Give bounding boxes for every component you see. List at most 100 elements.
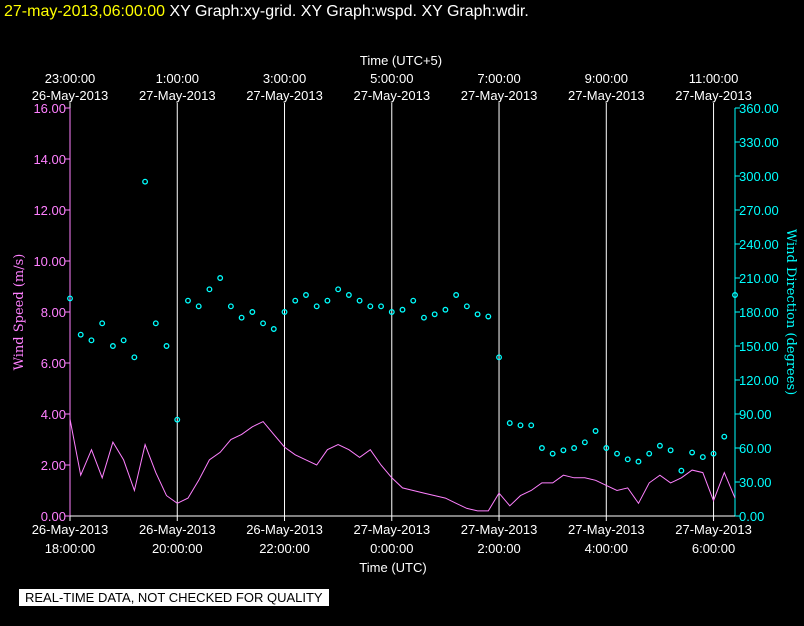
wind-direction-point bbox=[506, 420, 513, 427]
bottom-tick-time: 4:00:00 bbox=[585, 541, 628, 556]
top-tick-time: 5:00:00 bbox=[370, 71, 413, 86]
top-tick-time: 23:00:00 bbox=[45, 71, 96, 86]
top-tick-date: 27-May-2013 bbox=[246, 88, 323, 103]
bottom-tick-date: 26-May-2013 bbox=[139, 522, 216, 537]
wind-direction-point bbox=[732, 292, 738, 298]
wind-direction-point bbox=[163, 343, 170, 349]
right-tick-label: 180.00 bbox=[739, 305, 779, 320]
top-tick-date: 27-May-2013 bbox=[461, 88, 538, 103]
wind-direction-point bbox=[538, 445, 545, 451]
right-tick-label: 30.00 bbox=[739, 475, 772, 490]
wind-direction-point bbox=[485, 313, 492, 320]
wind-direction-point bbox=[474, 311, 481, 318]
wind-direction-point bbox=[646, 450, 653, 457]
left-tick-label: 2.00 bbox=[41, 458, 66, 473]
left-tick-label: 14.00 bbox=[33, 152, 66, 167]
top-tick-date: 27-May-2013 bbox=[139, 88, 216, 103]
bottom-tick-date: 26-May-2013 bbox=[246, 522, 323, 537]
wind-direction-point bbox=[356, 297, 363, 304]
wind-direction-point bbox=[421, 314, 427, 321]
bottom-tick-date: 27-May-2013 bbox=[675, 522, 752, 537]
wind-direction-point bbox=[227, 303, 234, 310]
bottom-tick-time: 6:00:00 bbox=[692, 541, 735, 556]
wind-direction-series bbox=[67, 178, 738, 474]
wind-direction-point bbox=[249, 309, 256, 315]
wind-direction-point bbox=[131, 354, 138, 361]
wind-direction-point bbox=[517, 422, 524, 429]
wind-direction-point bbox=[442, 306, 449, 313]
right-axis-label: Wind Direction (degrees) bbox=[783, 229, 798, 395]
top-tick-time: 7:00:00 bbox=[477, 71, 520, 86]
wind-direction-point bbox=[592, 428, 599, 434]
wind-direction-point bbox=[689, 449, 696, 456]
left-axis-label: Wind Speed (m/s) bbox=[12, 254, 27, 371]
right-tick-label: 90.00 bbox=[739, 407, 772, 422]
left-tick-label: 10.00 bbox=[33, 254, 66, 269]
top-tick-time: 11:00:00 bbox=[689, 71, 739, 86]
wind-direction-point bbox=[710, 450, 717, 457]
quality-notice: REAL-TIME DATA, NOT CHECKED FOR QUALITY bbox=[19, 589, 329, 606]
bottom-tick-time: 0:00:00 bbox=[370, 541, 413, 556]
wind-direction-point bbox=[185, 297, 191, 304]
wind-direction-point bbox=[313, 303, 320, 310]
top-x-axis: 23:00:00 26-May-2013 1:00:00 27-May-2013 3:0… bbox=[32, 71, 752, 108]
left-tick-label: 0.00 bbox=[41, 509, 66, 524]
bottom-tick-date: 27-May-2013 bbox=[568, 522, 645, 537]
top-tick-date: 26-May-2013 bbox=[32, 88, 109, 103]
right-tick-label: 300.00 bbox=[739, 169, 779, 184]
left-tick-label: 6.00 bbox=[41, 356, 66, 371]
right-tick-label: 210.00 bbox=[739, 271, 779, 286]
top-tick-time: 1:00:00 bbox=[156, 71, 199, 86]
top-axis-label: Time (UTC+5) bbox=[360, 53, 442, 68]
bottom-tick-date: 27-May-2013 bbox=[353, 522, 430, 537]
wind-direction-point bbox=[260, 320, 267, 327]
wind-direction-point bbox=[399, 306, 406, 313]
grid-layer bbox=[69, 108, 736, 517]
right-y-axis: 0.00 30.00 60.00 90.00 120.00 150.00 180.00 210… bbox=[735, 101, 779, 524]
left-y-axis: 0.00 2.00 4.00 6.00 8.00 10.00 12.00 14.00 16.00 bbox=[33, 101, 70, 524]
left-tick-label: 16.00 bbox=[33, 101, 66, 116]
wind-direction-point bbox=[388, 309, 395, 315]
wind-direction-point bbox=[603, 445, 610, 451]
wind-direction-point bbox=[99, 320, 106, 327]
right-tick-label: 0.00 bbox=[739, 509, 764, 524]
wind-direction-point bbox=[635, 458, 642, 465]
top-tick-time: 9:00:00 bbox=[585, 71, 628, 86]
wind-direction-point bbox=[324, 297, 331, 304]
graph-header: 27-may-2013,06:00:00 XY Graph:xy-grid. X… bbox=[4, 3, 529, 21]
wind-direction-point bbox=[67, 295, 73, 302]
right-tick-label: 240.00 bbox=[739, 237, 779, 252]
right-tick-label: 270.00 bbox=[739, 203, 779, 218]
wind-speed-series bbox=[69, 419, 736, 512]
wind-direction-point bbox=[142, 178, 149, 185]
wind-direction-point bbox=[571, 445, 578, 451]
wind-direction-point bbox=[345, 292, 352, 298]
bottom-axis-label: Time (UTC) bbox=[359, 560, 426, 575]
wind-direction-point bbox=[335, 286, 342, 293]
header-graph-wdir: XY Graph:wdir. bbox=[421, 3, 529, 20]
wind-speed-line bbox=[69, 419, 736, 512]
wind-direction-point bbox=[378, 303, 384, 310]
wind-direction-point bbox=[88, 337, 95, 344]
wind-direction-point bbox=[549, 450, 556, 457]
bottom-tick-time: 18:00:00 bbox=[45, 541, 96, 556]
wind-direction-point bbox=[431, 311, 438, 318]
right-tick-label: 360.00 bbox=[739, 101, 779, 116]
wind-direction-point bbox=[496, 354, 502, 361]
bottom-tick-time: 2:00:00 bbox=[477, 541, 520, 556]
wind-direction-point bbox=[463, 303, 470, 310]
wind-direction-point bbox=[453, 292, 460, 298]
header-timestamp: 27-may-2013,06:00:00 bbox=[4, 3, 165, 20]
bottom-tick-date: 26-May-2013 bbox=[32, 522, 109, 537]
wind-direction-point bbox=[721, 433, 728, 440]
wind-direction-point bbox=[699, 454, 706, 461]
wind-direction-point bbox=[120, 337, 127, 344]
wind-direction-point bbox=[303, 292, 309, 298]
right-tick-label: 60.00 bbox=[739, 441, 772, 456]
wind-direction-point bbox=[238, 314, 245, 321]
wind-direction-point bbox=[560, 447, 567, 454]
right-tick-label: 330.00 bbox=[739, 135, 779, 150]
bottom-tick-time: 22:00:00 bbox=[259, 541, 310, 556]
wind-direction-point bbox=[281, 309, 288, 315]
